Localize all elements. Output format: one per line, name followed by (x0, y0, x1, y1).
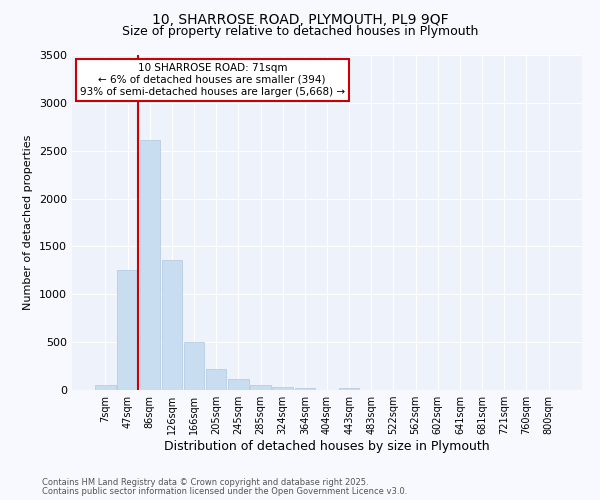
Text: Contains HM Land Registry data © Crown copyright and database right 2025.: Contains HM Land Registry data © Crown c… (42, 478, 368, 487)
Y-axis label: Number of detached properties: Number of detached properties (23, 135, 34, 310)
Bar (339, 388, 359, 390)
X-axis label: Distribution of detached houses by size in Plymouth: Distribution of detached houses by size … (164, 440, 490, 453)
Text: Contains public sector information licensed under the Open Government Licence v3: Contains public sector information licen… (42, 486, 407, 496)
Bar (250, 384, 271, 390)
Text: 10 SHARROSE ROAD: 71sqm
← 6% of detached houses are smaller (394)
93% of semi-de: 10 SHARROSE ROAD: 71sqm ← 6% of detached… (80, 64, 345, 96)
Bar (206, 370, 226, 390)
Bar (140, 140, 160, 390)
Bar (228, 379, 248, 390)
Text: 10, SHARROSE ROAD, PLYMOUTH, PL9 9QF: 10, SHARROSE ROAD, PLYMOUTH, PL9 9QF (152, 12, 448, 26)
Bar (161, 260, 182, 390)
Bar (184, 342, 204, 390)
Bar (118, 270, 138, 390)
Bar (272, 387, 293, 390)
Text: Size of property relative to detached houses in Plymouth: Size of property relative to detached ho… (122, 25, 478, 38)
Bar (295, 388, 315, 390)
Bar (95, 384, 116, 390)
